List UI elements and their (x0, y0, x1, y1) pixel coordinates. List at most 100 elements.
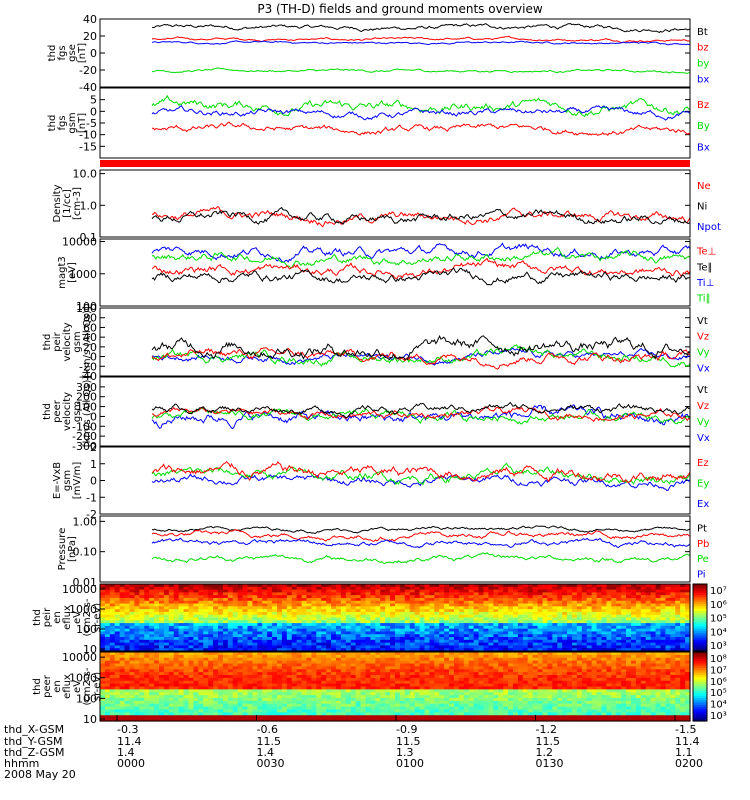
heatmap-cell (129, 620, 136, 624)
heatmap-cell (439, 584, 445, 588)
heatmap-cell (100, 652, 106, 656)
heatmap-cell (562, 623, 568, 627)
heatmap-cell (468, 642, 475, 647)
heatmap-cell (350, 645, 357, 649)
heatmap-cell (139, 669, 145, 673)
heatmap-cell (527, 609, 534, 613)
heatmap-cell (144, 689, 150, 693)
heatmap-cell (655, 628, 662, 633)
heatmap-cell (488, 597, 494, 602)
y-tick-label: 100 (76, 401, 97, 414)
heatmap-cell (419, 584, 426, 588)
heatmap-cell (104, 709, 111, 713)
heatmap-cell (463, 617, 470, 621)
heatmap-cell (134, 718, 140, 722)
heatmap-cell (119, 586, 126, 591)
heatmap-cell (144, 683, 150, 688)
heatmap-cell (473, 666, 480, 670)
heatmap-cell (301, 654, 308, 659)
y-axis-label: eflux (62, 674, 73, 699)
heatmap-cell (134, 677, 140, 682)
heatmap-cell (193, 706, 199, 711)
heatmap-cell (670, 586, 676, 591)
heatmap-cell (370, 660, 376, 665)
heatmap-cell (572, 631, 578, 635)
heatmap-cell (203, 672, 209, 676)
heatmap-cell (198, 680, 204, 685)
heatmap-cell (257, 595, 263, 599)
heatmap-cell (409, 606, 416, 610)
colorbar-cell (693, 613, 707, 616)
heatmap-cell (203, 703, 209, 708)
heatmap-cell (454, 631, 460, 635)
heatmap-cell (277, 584, 283, 588)
heatmap-cell (257, 623, 263, 627)
heatmap-cell (449, 648, 455, 652)
heatmap-cell (272, 603, 278, 607)
heatmap-cell (154, 589, 160, 593)
heatmap-cell (149, 672, 155, 676)
heatmap-cell (454, 698, 460, 702)
heatmap-cell (458, 642, 465, 647)
heatmap-cell (424, 698, 431, 702)
heatmap-cell (173, 709, 180, 713)
heatmap-cell (168, 709, 175, 713)
heatmap-cell (227, 698, 234, 702)
heatmap-cell (665, 614, 671, 619)
heatmap-cell (635, 628, 642, 633)
heatmap-cell (517, 639, 524, 644)
heatmap-cell (429, 609, 435, 613)
heatmap-cell (272, 611, 278, 616)
heatmap-cell (252, 648, 258, 652)
heatmap-cell (547, 623, 553, 627)
heatmap-cell (395, 709, 401, 713)
heatmap-cell (272, 586, 278, 591)
heatmap-cell (213, 625, 219, 630)
heatmap-cell (562, 611, 568, 616)
heatmap-cell (532, 606, 539, 610)
heatmap-cell (100, 680, 106, 685)
heatmap-cell (680, 609, 686, 613)
heatmap-cell (109, 709, 116, 713)
y-tick-label: -20 (79, 64, 97, 77)
heatmap-cell (522, 606, 529, 610)
heatmap-cell (232, 675, 239, 679)
heatmap-cell (424, 617, 431, 621)
heatmap-cell (463, 623, 470, 627)
heatmap-cell (660, 642, 667, 647)
heatmap-cell (198, 648, 204, 652)
heatmap-cell (306, 677, 313, 682)
heatmap-cell (124, 672, 131, 676)
heatmap-cell (449, 660, 455, 665)
heatmap-cell (449, 606, 455, 610)
heatmap-cell (124, 663, 131, 667)
heatmap-cell (640, 637, 647, 641)
heatmap-cell (409, 597, 416, 602)
heatmap-cell (419, 660, 426, 665)
heatmap-cell (114, 586, 121, 591)
heatmap-cell (222, 652, 229, 656)
heatmap-cell (621, 589, 627, 593)
heatmap-cell (390, 695, 396, 699)
heatmap-cell (336, 597, 342, 602)
heatmap-cell (100, 654, 106, 659)
heatmap-cell (331, 660, 337, 665)
heatmap-cell (640, 634, 647, 638)
heatmap-cell (581, 642, 588, 647)
heatmap-cell (114, 695, 121, 699)
heatmap-cell (665, 589, 671, 593)
heatmap-cell (301, 637, 308, 641)
heatmap-cell (463, 666, 470, 670)
colorbar-frame (692, 583, 708, 652)
y-tick-label: -40 (79, 370, 97, 383)
heatmap-cell (463, 712, 470, 716)
heatmap-cell (286, 634, 293, 638)
heatmap-cell (272, 657, 278, 662)
heatmap-cell (685, 606, 691, 610)
heatmap-cell (301, 620, 308, 624)
heatmap-cell (257, 669, 263, 673)
heatmap-cell (562, 648, 568, 652)
heatmap-cell (527, 586, 534, 591)
heatmap-cell (144, 595, 150, 599)
heatmap-cell (375, 712, 381, 716)
